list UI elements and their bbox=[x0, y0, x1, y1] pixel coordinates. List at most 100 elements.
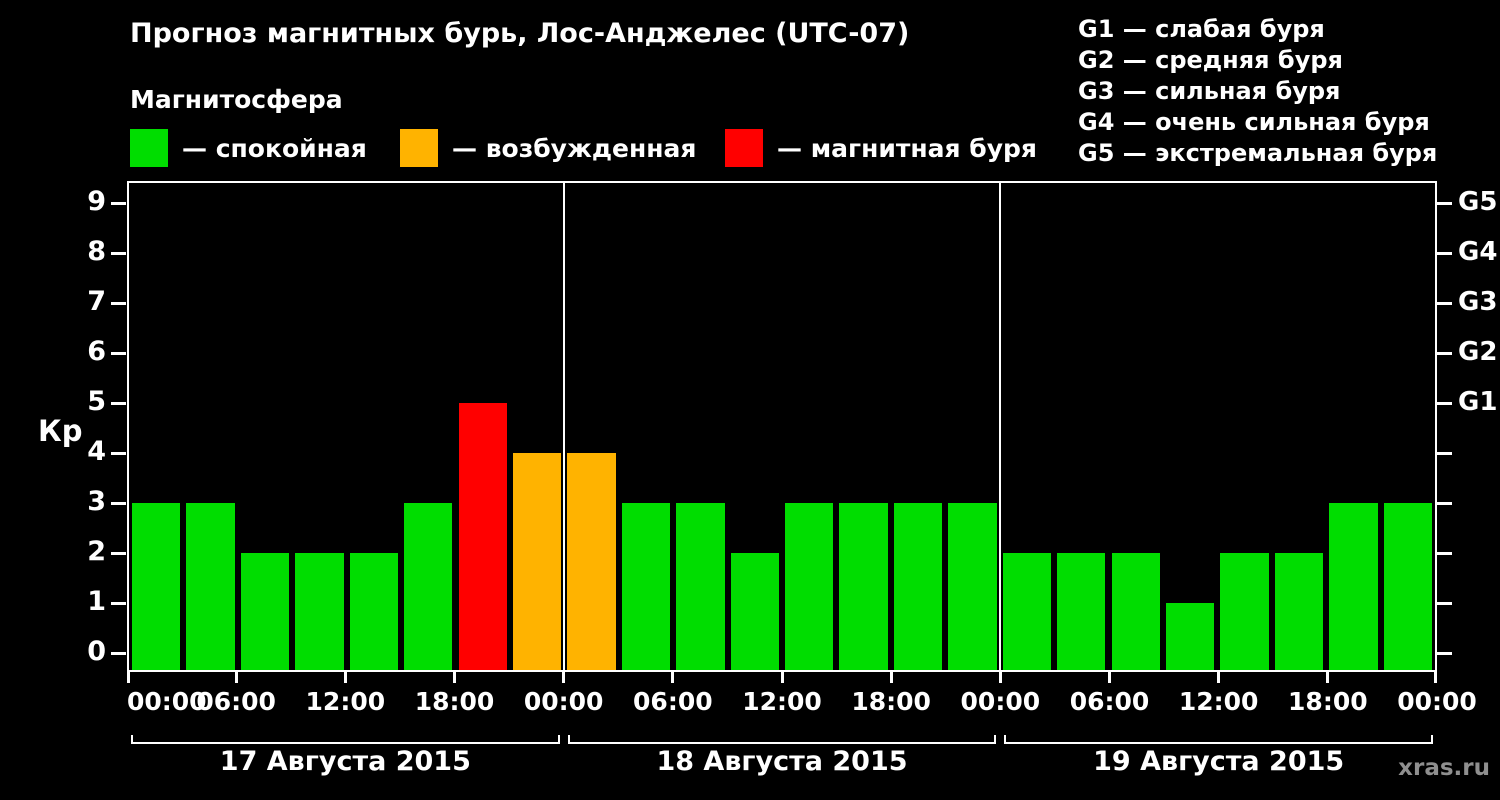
x-axis-tick bbox=[1434, 672, 1437, 683]
chart-title: Прогноз магнитных бурь, Лос-Анджелес (UT… bbox=[130, 18, 910, 49]
kp-bar bbox=[1220, 553, 1269, 670]
right-axis-tick bbox=[1437, 651, 1452, 655]
kp-bar bbox=[1111, 553, 1160, 670]
g-scale-line-g4: G4 — очень сильная буря bbox=[1078, 108, 1430, 136]
legend-label-quiet: — спокойная bbox=[182, 133, 367, 163]
date-label: 17 Августа 2015 bbox=[219, 746, 471, 777]
unsettled-color-swatch-icon bbox=[400, 129, 438, 167]
kp-bar bbox=[186, 503, 235, 670]
x-axis-tick bbox=[234, 672, 238, 683]
right-axis-tick bbox=[1437, 351, 1452, 355]
x-axis-tick bbox=[1217, 672, 1221, 683]
y-tick-label: 2 bbox=[87, 536, 106, 567]
y-axis-tick bbox=[111, 601, 126, 605]
y-axis-tick bbox=[111, 651, 126, 655]
right-axis-tick bbox=[1437, 201, 1452, 205]
day-bracket bbox=[567, 735, 997, 744]
y-axis-tick bbox=[111, 401, 126, 405]
y-axis-label: Кр bbox=[38, 414, 83, 448]
legend-item-storm: — магнитная буря bbox=[725, 129, 1037, 167]
y-axis-tick bbox=[111, 201, 126, 205]
x-tick-label: 18:00 bbox=[1288, 687, 1368, 716]
y-axis-tick bbox=[111, 451, 126, 455]
kp-bar bbox=[1329, 503, 1378, 670]
right-axis-tick bbox=[1437, 501, 1452, 505]
kp-bar bbox=[240, 553, 290, 670]
right-axis-tick bbox=[1437, 301, 1452, 305]
y-tick-label: 8 bbox=[87, 236, 106, 267]
kp-bar bbox=[349, 553, 399, 670]
x-axis-tick bbox=[453, 672, 456, 683]
chart-subtitle: Магнитосфера bbox=[130, 85, 343, 114]
y-tick-label: 7 bbox=[87, 286, 106, 317]
kp-bar bbox=[621, 503, 671, 670]
g-scale-line-g3: G3 — сильная буря bbox=[1078, 77, 1341, 105]
kp-bar bbox=[458, 403, 507, 670]
quiet-color-swatch-icon bbox=[130, 129, 168, 167]
x-tick-label: 00:00 bbox=[127, 687, 207, 716]
g-level-label: G4 bbox=[1458, 237, 1498, 267]
x-axis-tick bbox=[562, 672, 566, 683]
x-tick-label: 12:00 bbox=[305, 687, 386, 716]
x-axis-tick bbox=[671, 672, 675, 683]
kp-bar bbox=[893, 503, 943, 670]
g-scale-line-g5: G5 — экстремальная буря bbox=[1078, 139, 1438, 167]
y-axis-tick bbox=[111, 551, 126, 555]
kp-bar bbox=[1057, 553, 1106, 670]
kp-bar bbox=[295, 553, 344, 670]
g-level-label: G5 bbox=[1458, 187, 1498, 217]
x-axis-tick bbox=[780, 672, 784, 683]
g-scale-line-g2: G2 — средняя буря bbox=[1078, 46, 1343, 74]
y-tick-label: 6 bbox=[87, 336, 106, 367]
date-label: 18 Августа 2015 bbox=[656, 746, 908, 777]
x-tick-label: 06:00 bbox=[196, 687, 276, 716]
y-tick-label: 5 bbox=[87, 386, 106, 417]
y-axis-tick bbox=[111, 501, 126, 505]
kp-bar bbox=[132, 503, 181, 670]
x-axis-tick bbox=[1108, 672, 1111, 683]
kp-bar bbox=[1274, 553, 1324, 670]
y-axis-tick bbox=[111, 351, 126, 355]
y-tick-label: 3 bbox=[87, 486, 106, 517]
x-tick-label: 00:00 bbox=[960, 687, 1041, 716]
g-level-label: G3 bbox=[1458, 287, 1498, 317]
kp-bar bbox=[1383, 503, 1432, 670]
right-axis-tick bbox=[1437, 601, 1452, 605]
kp-bar bbox=[404, 503, 453, 670]
right-axis-tick bbox=[1437, 451, 1452, 455]
g-level-label: G2 bbox=[1458, 337, 1498, 367]
y-axis-tick bbox=[111, 251, 126, 255]
y-tick-label: 0 bbox=[87, 636, 106, 667]
right-axis-tick bbox=[1437, 401, 1452, 405]
day-bracket bbox=[131, 735, 560, 744]
y-axis-tick bbox=[111, 301, 126, 305]
kp-bar bbox=[948, 503, 997, 670]
x-tick-label: 12:00 bbox=[742, 687, 822, 716]
g-scale-legend: G1 — слабая буря G2 — средняя буря G3 — … bbox=[1078, 14, 1437, 169]
g-scale-line-g1: G1 — слабая буря bbox=[1078, 15, 1325, 43]
site-watermark: xras.ru bbox=[1398, 755, 1490, 781]
day-separator-line bbox=[998, 183, 1001, 670]
x-tick-label: 00:00 bbox=[1397, 687, 1477, 716]
kp-bar bbox=[512, 453, 562, 670]
y-tick-label: 4 bbox=[87, 436, 106, 467]
right-axis-tick bbox=[1437, 251, 1452, 255]
x-tick-label: 12:00 bbox=[1178, 687, 1259, 716]
plot-area bbox=[127, 181, 1437, 672]
x-tick-label: 18:00 bbox=[414, 687, 495, 716]
x-tick-label: 18:00 bbox=[851, 687, 931, 716]
x-axis-tick bbox=[889, 672, 893, 683]
kp-bar bbox=[1165, 603, 1215, 670]
x-axis-tick bbox=[998, 672, 1002, 683]
x-tick-label: 00:00 bbox=[523, 687, 604, 716]
legend-item-unsettled: — возбужденная bbox=[400, 129, 696, 167]
kp-bar bbox=[785, 503, 834, 670]
x-axis-tick bbox=[343, 672, 347, 683]
date-label: 19 Августа 2015 bbox=[1093, 746, 1345, 777]
kp-bar bbox=[676, 503, 725, 670]
y-tick-label: 1 bbox=[87, 586, 106, 617]
kp-bar bbox=[1002, 553, 1052, 670]
legend-item-quiet: — спокойная bbox=[130, 129, 367, 167]
legend-label-unsettled: — возбужденная bbox=[452, 133, 697, 163]
